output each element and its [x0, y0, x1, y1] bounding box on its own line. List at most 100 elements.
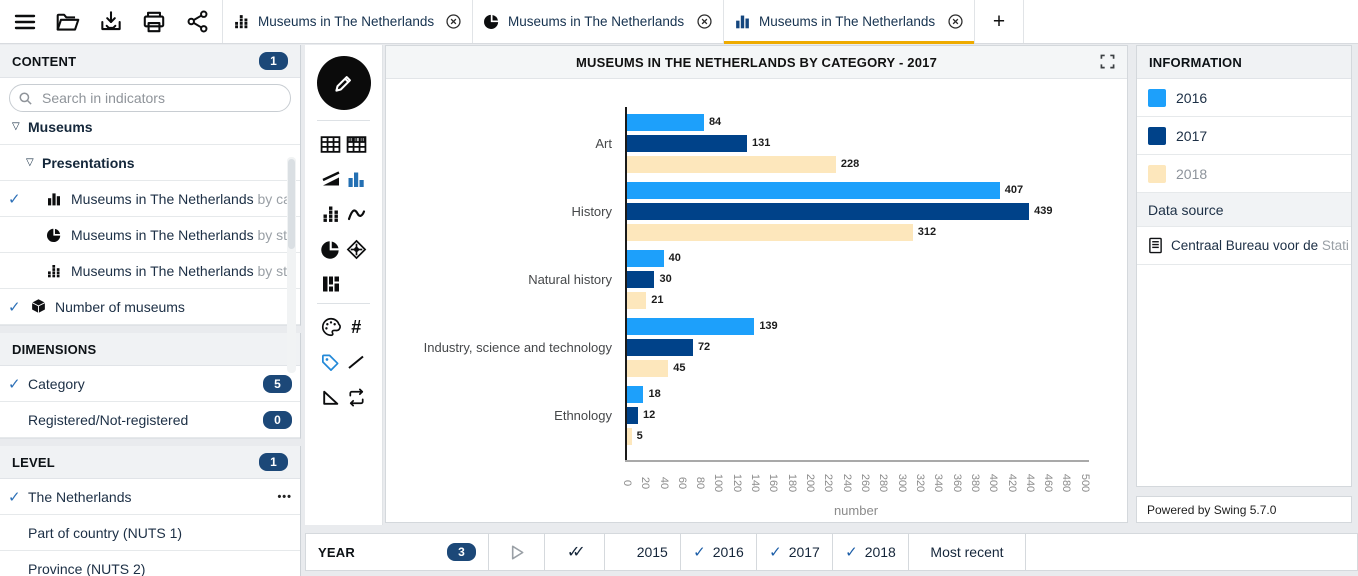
year-option-2018[interactable]: ✓ 2018	[833, 534, 909, 570]
bar-2018[interactable]	[627, 427, 632, 445]
level-item-part-of-country[interactable]: ✓ Part of country (NUTS 1)	[0, 515, 300, 551]
bar-2017[interactable]	[627, 134, 747, 152]
values-icon[interactable]: #	[351, 317, 362, 337]
bar-2017[interactable]	[627, 202, 1030, 220]
close-icon[interactable]	[696, 13, 713, 30]
close-icon[interactable]	[947, 13, 964, 30]
bar-2016[interactable]	[627, 113, 704, 131]
bar-2018[interactable]	[627, 155, 836, 173]
tree-scrollbar[interactable]	[287, 157, 296, 373]
bar-2017[interactable]	[627, 338, 693, 356]
search-input[interactable]	[9, 84, 291, 112]
bar-chart-icon[interactable]	[344, 168, 370, 190]
legend-item-2018[interactable]: 2018	[1137, 155, 1351, 193]
tree-item-label: Number of museums	[55, 298, 185, 315]
year-option-2017[interactable]: ✓ 2017	[757, 534, 833, 570]
download-icon[interactable]	[94, 5, 128, 39]
chart-header: MUSEUMS IN THE NETHERLANDS BY CATEGORY -…	[386, 46, 1127, 79]
menu-icon[interactable]	[8, 5, 42, 39]
content-title: CONTENT	[12, 53, 77, 69]
play-button[interactable]	[489, 534, 545, 570]
level-title: LEVEL	[12, 454, 55, 470]
category-tick-label: Industry, science and technology	[423, 339, 612, 355]
check-icon: ✓	[769, 544, 782, 561]
label-tag-icon[interactable]	[318, 351, 344, 373]
legend-label: 2016	[1176, 89, 1208, 106]
year-option-2015[interactable]: ✓ 2015	[605, 534, 681, 570]
toolbar-icons	[0, 0, 222, 43]
chevron-down-icon[interactable]: ▽	[26, 157, 34, 168]
information-panel: INFORMATION 2016 2017 2018 Data source C…	[1136, 45, 1352, 487]
open-folder-icon[interactable]	[51, 5, 85, 39]
bar-2016[interactable]	[627, 317, 755, 335]
tree-item-presentations[interactable]: ▽ Presentations	[0, 145, 300, 181]
share-icon[interactable]	[180, 5, 214, 39]
tab-museums-by-status-pie[interactable]: Museums in The Netherlands by	[473, 0, 724, 43]
pie-chart-icon[interactable]	[318, 238, 344, 260]
legend-label: 2017	[1176, 127, 1208, 144]
check-icon: ✓	[693, 544, 706, 561]
dotplot-chart-icon	[233, 13, 250, 30]
new-tab-button[interactable]: +	[975, 0, 1024, 43]
bar-2017[interactable]	[627, 270, 655, 288]
compass-map-icon[interactable]	[344, 238, 370, 260]
dimension-item-category[interactable]: ✓ Category 5	[0, 366, 300, 402]
bar-2018[interactable]	[627, 359, 669, 377]
bar-value-label: 228	[840, 158, 860, 170]
legend-item-2017[interactable]: 2017	[1137, 117, 1351, 155]
tree-item-museums-by-category[interactable]: ✓ Museums in The Netherlands by cate	[0, 181, 300, 217]
tab-museums-by-category-dotplot[interactable]: Museums in The Netherlands by	[222, 0, 473, 43]
tab-museums-by-category-bar-active[interactable]: Museums in The Netherlands by	[724, 0, 975, 44]
line-icon[interactable]	[344, 351, 370, 373]
bar-2016[interactable]	[627, 181, 1000, 199]
rotate-loop-icon[interactable]	[344, 386, 370, 408]
line-chart-icon[interactable]	[344, 203, 370, 225]
chart-area: Art History Natural history Industry, scien…	[386, 79, 1127, 523]
dotplot-chart-icon[interactable]	[318, 203, 344, 225]
close-icon[interactable]	[445, 13, 462, 30]
dimension-badge: 0	[263, 410, 292, 429]
bar-2017[interactable]	[627, 406, 638, 424]
bar-value-label: 45	[673, 362, 686, 374]
bar-2016[interactable]	[627, 385, 644, 403]
year-bar: YEAR 3 ✓✓ ✓ 2015 ✓ 2016 ✓ 2017 ✓ 2018 Mo…	[305, 533, 1358, 571]
bar-2018[interactable]	[627, 291, 647, 309]
left-sidebar: CONTENT 1 ▽ Museums ▽ Presentations ✓	[0, 45, 301, 576]
tree-item-museums[interactable]: ▽ Museums	[0, 117, 300, 145]
pivot-table-icon[interactable]	[344, 133, 370, 155]
table-icon[interactable]	[318, 133, 344, 155]
dimension-item-registered[interactable]: ✓ Registered/Not-registered 0	[0, 402, 300, 438]
print-icon[interactable]	[137, 5, 171, 39]
level-item-province[interactable]: ✓ Province (NUTS 2)	[0, 551, 300, 576]
tree-item-museums-by-status-dotplot[interactable]: ✓ Museums in The Netherlands by statu	[0, 253, 300, 289]
angle-icon[interactable]	[318, 386, 344, 408]
category-tick-label: Art	[595, 135, 612, 151]
area-chart-icon[interactable]	[318, 168, 344, 190]
most-recent-button[interactable]: Most recent	[909, 534, 1026, 570]
data-source-label: Centraal Bureau voor de Stati	[1171, 238, 1349, 253]
category-axis: Art History Natural history Industry, scien…	[386, 109, 612, 449]
powered-by: Powered by Swing 5.7.0	[1136, 496, 1352, 523]
bar-value-label: 72	[697, 341, 711, 353]
treemap-icon[interactable]	[318, 273, 344, 295]
fullscreen-icon[interactable]	[1100, 54, 1115, 69]
information-header: INFORMATION	[1137, 46, 1351, 79]
year-option-2016[interactable]: ✓ 2016	[681, 534, 757, 570]
level-label: The Netherlands	[28, 488, 132, 505]
edit-pencil-button[interactable]	[316, 56, 371, 110]
tree-item-number-of-museums[interactable]: ✓ Number of museums	[0, 289, 300, 325]
level-item-netherlands[interactable]: ✓ The Netherlands •••	[0, 479, 300, 515]
bar-value-label: 139	[759, 320, 778, 332]
tab-label: Museums in The Netherlands by	[508, 14, 688, 29]
data-source-item[interactable]: Centraal Bureau voor de Stati	[1137, 227, 1351, 265]
information-title: INFORMATION	[1149, 54, 1242, 70]
chevron-down-icon[interactable]: ▽	[12, 121, 20, 132]
legend-item-2016[interactable]: 2016	[1137, 79, 1351, 117]
more-options-icon[interactable]: •••	[277, 490, 292, 503]
palette-icon[interactable]	[318, 316, 344, 338]
bar-2016[interactable]	[627, 249, 664, 267]
bar-2018[interactable]	[627, 223, 913, 241]
year-option-label: 2018	[864, 544, 896, 560]
select-all-years-button[interactable]: ✓✓	[545, 534, 605, 570]
tree-item-museums-by-status-pie[interactable]: ✓ Museums in The Netherlands by statu	[0, 217, 300, 253]
